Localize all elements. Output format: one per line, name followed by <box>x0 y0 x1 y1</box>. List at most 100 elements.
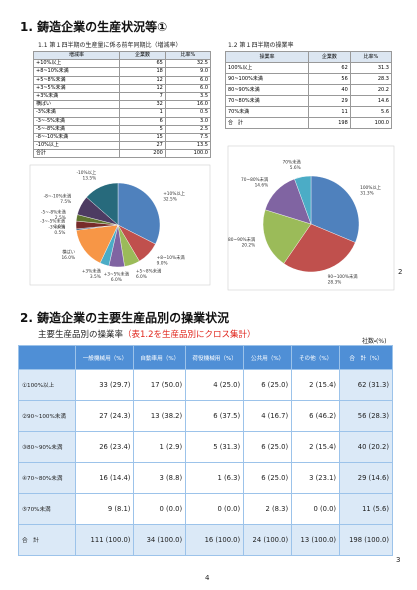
table-cell: 合 計 <box>17 524 77 556</box>
table-cell: 6 <box>119 116 166 126</box>
pie-label: 70%未満 <box>283 158 302 165</box>
header-row: 増減率 企業数 比率% <box>32 50 212 61</box>
table-cell: 公共用（%） <box>243 345 293 370</box>
table-cell: 56 <box>308 73 351 85</box>
table-cell: 40 (20.2) <box>339 431 393 463</box>
section-title: 2. 鋳造企業の主要生産品別の操業状況 <box>20 311 230 325</box>
pie-label: -5~-8%未満 <box>41 208 67 215</box>
table-cell: 6.0 <box>164 75 212 85</box>
table-row: +10%以上 65 32.5 <box>32 59 212 69</box>
table-cell: 5 (31.3) <box>185 431 245 463</box>
table-cell: 14.6 <box>349 95 393 107</box>
table-cell: 1 (6.3) <box>185 462 245 494</box>
pie-label: 100%以上 <box>360 184 382 191</box>
table-cell: 111 (100.0) <box>75 524 135 556</box>
table-cell: 3 (23.1) <box>291 462 341 494</box>
table-cell: 62 <box>308 62 351 74</box>
table-cell: 26 (23.4) <box>75 431 135 463</box>
table-cell: +8~10%未満 <box>32 67 121 77</box>
table-cell: 比率% <box>349 51 393 63</box>
pie-label: +10%以上 <box>163 190 185 197</box>
table-cell: 29 <box>308 95 351 107</box>
pie-label: 90~100%未満 <box>328 273 359 280</box>
pie-label: -10%以上 <box>76 169 96 176</box>
table-row: 70~80%未満 29 14.6 <box>224 95 393 107</box>
table-cell: ②90~100%未満 <box>17 400 77 432</box>
table-cell: 17 (50.0) <box>133 369 187 401</box>
table-row: -10%以上 27 13.5 <box>32 141 212 151</box>
table-cell: 6 (25.0) <box>243 462 293 494</box>
table-cell: 9.0 <box>164 67 212 77</box>
table-cell: 65 <box>119 59 166 69</box>
table-cell: 18 <box>119 67 166 77</box>
table-row: ④70~80%未満 16 (14.4) 3 (8.8) 1 (6.3) 6 (25.0)… <box>17 462 393 494</box>
table-cell: 16 (14.4) <box>75 462 135 494</box>
table-cell: 100.0 <box>349 117 393 129</box>
table-row: 合 計 111 (100.0) 34 (100.0) 16 (100.0) 24 (10… <box>17 524 393 556</box>
header-row: 操業率 企業数 比率% <box>224 51 393 63</box>
pie-value-label: 14.6% <box>255 182 269 188</box>
table-cell: 合計 <box>32 149 121 159</box>
pie-label: +5~8%未満 <box>136 267 162 274</box>
pie-value-label: 6.0% <box>136 274 147 280</box>
table-cell: その他（%） <box>291 345 341 370</box>
table-cell: 24 (100.0) <box>243 524 293 556</box>
page-number: 4 <box>205 574 210 582</box>
table-cell: 比率% <box>164 50 212 61</box>
table-cell: 0 (0.0) <box>291 493 341 525</box>
table-cell: 100%以上 <box>224 62 310 74</box>
table-cell: 16 (100.0) <box>185 524 245 556</box>
table-cell: 6 (25.0) <box>243 431 293 463</box>
table-row: 合 計 198 100.0 <box>224 117 393 129</box>
table-cell: 40 <box>308 84 351 96</box>
table-cell: 198 (100.0) <box>339 524 393 556</box>
table-cell: 4 (16.7) <box>243 400 293 432</box>
table-cell <box>17 345 77 370</box>
table-cell: 9 (8.1) <box>75 493 135 525</box>
table-row: -3~-5%未満 6 3.0 <box>32 116 212 126</box>
table-cell: 0 (0.0) <box>133 493 187 525</box>
pie-value-label: 2.5% <box>55 215 66 221</box>
table-row: ②90~100%未満 27 (24.3) 13 (38.2) 6 (37.5) 4 (1… <box>17 400 393 432</box>
table-cell: 6.0 <box>164 83 212 93</box>
table-cell: 5.6 <box>349 106 393 118</box>
pie-label: -3%未満 <box>48 223 66 230</box>
pie-value-label: 3.5% <box>90 274 101 280</box>
pie-label: 70~80%未満 <box>241 176 269 183</box>
table-cell: 70~80%未満 <box>224 95 310 107</box>
table-cell: 自動車用（%） <box>133 345 187 370</box>
pie-label: -8~-10%未満 <box>44 193 72 200</box>
table-cell: 33 (29.7) <box>75 369 135 401</box>
page-number: 2 <box>398 268 403 276</box>
pie-value-label: 6.0% <box>111 277 122 283</box>
table-cell: 荷役機械用（%） <box>185 345 245 370</box>
table-cell: 28.3 <box>349 73 393 85</box>
table-cell: -3%未満 <box>32 108 121 118</box>
pie-slice <box>294 175 312 225</box>
table-cell: 200 <box>119 149 166 159</box>
table-cell: -10%以上 <box>32 141 121 151</box>
table-cell: 70%未満 <box>224 106 310 118</box>
table: 増減率 企業数 比率% +10%以上 65 32.5 +8~10%未満 18 9.0 +5~8%未… <box>32 50 212 159</box>
table-cell: 2 (8.3) <box>243 493 293 525</box>
table-cell: 12 <box>119 83 166 93</box>
table-cell: +5~8%未満 <box>32 75 121 85</box>
table-cell: 90~100%未満 <box>224 73 310 85</box>
table-cell: 56 (28.3) <box>339 400 393 432</box>
table-cell: 15 <box>119 132 166 143</box>
table-caption: 1.1 第１四半期の生産量に係る前年同期比（増減率） <box>38 42 182 49</box>
table-cell: 7.5 <box>164 132 212 143</box>
pie-value-label: 13.5% <box>83 176 97 182</box>
pie-label: -3~-5%未満 <box>40 218 66 225</box>
pie-label: +8~10%未満 <box>157 254 186 261</box>
table-cell: 80~90%未満 <box>224 84 310 96</box>
table-row: 80~90%未満 40 20.2 <box>224 84 393 96</box>
table: 操業率 企業数 比率% 100%以上 62 31.3 90~100%未満 56 28.3 80~9… <box>224 51 393 129</box>
table-cell: ①100%以上 <box>17 369 77 401</box>
pie-value-label: 5.6% <box>290 165 301 171</box>
table-caption: 1.2 第１四半期の操業率 <box>228 42 294 49</box>
table-cell: 5 <box>119 124 166 134</box>
pie-label: 80~90%未満 <box>228 236 256 243</box>
table-cell: 企業数 <box>119 50 166 61</box>
table-cell: 操業率 <box>224 51 310 63</box>
